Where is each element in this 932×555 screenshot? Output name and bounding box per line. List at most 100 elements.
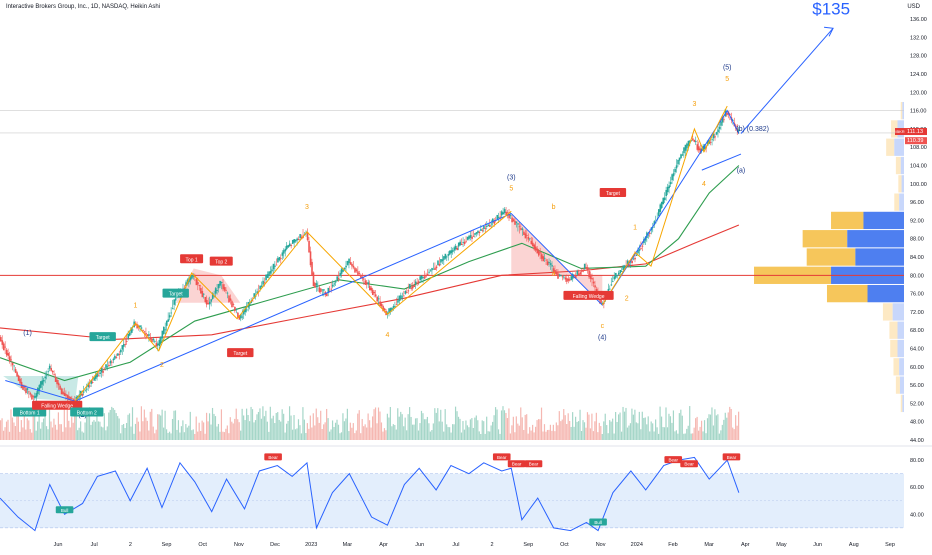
candle-body [527,236,530,240]
candle-body [534,246,537,251]
volume-bar [91,421,94,440]
candle-body [698,146,700,151]
candle-body [548,262,550,264]
volume-bar [2,430,5,440]
candle-body [283,250,285,254]
candle-body [161,330,164,339]
volume-profile-bar-down [847,230,904,248]
candle-body [462,242,464,243]
candle-body [437,260,439,266]
candle-body [554,269,556,274]
wave-label: (5) [723,64,732,71]
time-tick-label: Jul [91,542,98,548]
volume-bar [100,426,102,440]
candle-body [11,362,14,366]
volume-bar [278,419,280,440]
price-tick-label: 84.00 [910,255,924,261]
wave-label: 4 [385,332,389,339]
candle-body [626,260,629,266]
time-tick-label: 2 [491,542,494,548]
volume-bar [0,420,2,440]
volume-bar [244,420,246,440]
candle-body [28,391,30,393]
volume-bar [693,427,695,440]
candle-body [512,219,515,222]
price-tick-label: 120.00 [910,90,927,96]
volume-bar [687,425,689,440]
volume-bar [435,412,437,440]
last-price-label: 111.13 [907,129,923,135]
volume-bar [45,426,48,440]
volume-bar [142,421,144,440]
candle-body [321,289,324,291]
candle-body [509,215,512,217]
volume-bar [665,407,667,440]
volume-bar [102,427,104,440]
volume-bar [246,408,248,440]
price-tick-label: 60.00 [910,365,924,371]
volume-profile [754,101,904,413]
candle-body [373,292,376,294]
moving-average-line [0,165,740,382]
volume-bar [514,432,516,440]
candle-body [508,214,510,219]
volume-bar [709,414,712,440]
volume-bar [287,420,289,440]
wave-label: (a) [737,167,746,174]
candle-body [447,253,450,256]
candle-body [446,256,448,258]
price-tick-label: 52.00 [910,401,924,407]
candle-body [306,232,309,241]
candle-body [678,157,681,161]
pattern-badge: Top 2 [209,256,233,266]
volume-bar [523,429,525,440]
candle-body [663,197,666,201]
volume-bar [496,409,498,440]
candle-body [530,240,533,245]
volume-bar [63,408,65,440]
pattern-badge-bg [180,254,204,264]
pattern-badge-bg [563,290,614,300]
candle-body [234,306,236,312]
candle-body [148,334,150,336]
candle-body [222,284,224,290]
candle-body [729,114,731,116]
volume-bar [8,431,11,440]
candle-body [8,356,11,361]
candle-body [54,376,57,382]
volume-profile-bar-down [867,284,904,303]
volume-bar [66,409,68,440]
volume-bar [217,423,220,440]
rsi-badge: Bear [680,460,698,468]
volume-bar [463,429,466,440]
volume-bar [411,424,414,440]
volume-bar [500,410,503,440]
price-tick-label: 128.00 [910,54,927,60]
volume-profile-bar-down [894,138,904,156]
volume-bar [738,411,740,440]
candle-body [540,254,543,259]
volume-bar [620,431,623,440]
volume-bar [248,421,251,440]
candle-body [131,329,134,331]
volume-bar [604,413,606,440]
volume-bar [85,414,88,440]
volume-bar [204,433,206,440]
volume-bar [493,415,495,440]
volume-bar [377,407,380,440]
volume-bar [37,421,39,440]
candle-body [432,268,435,270]
volume-bar [364,424,366,440]
volume-bar [429,431,431,440]
volume-bar [579,409,581,440]
candle-body [564,277,567,280]
volume-bar [176,429,178,440]
candle-body [496,214,499,219]
volume-bar [494,407,497,440]
candle-body [251,300,254,302]
candle-body [468,235,470,239]
pattern-badge-label: Bottom 2 [77,411,97,417]
candle-body [660,201,663,208]
volume-bar [610,421,612,440]
